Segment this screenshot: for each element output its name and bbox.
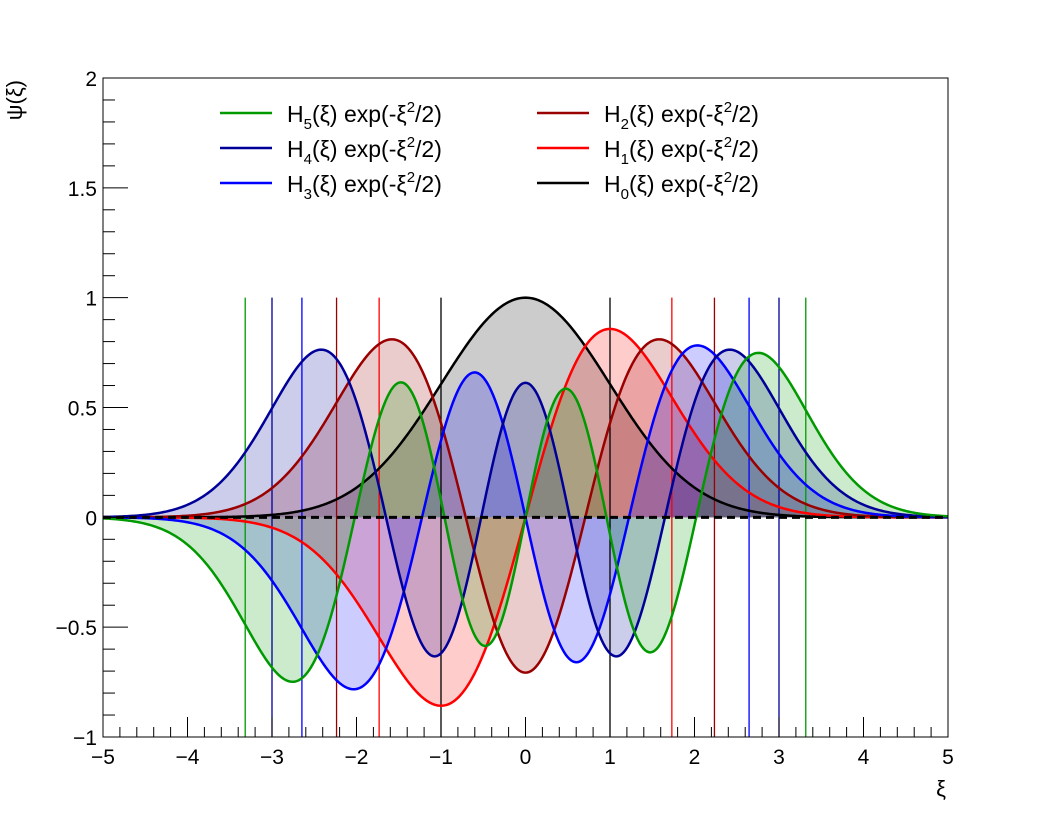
legend-label-label-end: /2): [415, 136, 442, 162]
x-tick-label: 1: [604, 746, 616, 769]
legend-label-label-sub: 3: [304, 186, 312, 203]
x-tick-label: 5: [942, 746, 954, 769]
x-tick-label: 2: [689, 746, 701, 769]
legend-label-label-sup: 2: [724, 99, 732, 116]
legend-entry-H2: H2(ξ) exp(-ξ2/2): [537, 99, 759, 133]
legend-label-label-rest: (ξ) exp(-ξ: [629, 101, 724, 127]
legend-label-label-sup: 2: [407, 169, 415, 186]
legend-label-label-rest: (ξ) exp(-ξ: [312, 101, 407, 127]
fill-H0: [103, 297, 948, 518]
legend-label-label-main: H: [287, 171, 304, 197]
legend-label: H5(ξ) exp(-ξ2/2): [287, 99, 442, 133]
legend-label-label-sup: 2: [724, 134, 732, 151]
legend-label-label-sub: 2: [621, 116, 629, 133]
x-tick-label: −3: [260, 746, 284, 769]
legend-label-label-end: /2): [732, 101, 759, 127]
legend-label-label-main: H: [604, 101, 621, 127]
x-tick-label: −1: [429, 746, 453, 769]
y-tick-label: 0: [85, 507, 97, 530]
legend-label-label-rest: (ξ) exp(-ξ: [312, 136, 407, 162]
y-tick-label: −1: [73, 727, 97, 750]
x-tick-label: 0: [520, 746, 532, 769]
curve-fills: [103, 297, 948, 706]
legend-label-label-end: /2): [732, 136, 759, 162]
legend-label: H0(ξ) exp(-ξ2/2): [604, 169, 759, 203]
legend-label-label-end: /2): [732, 171, 759, 197]
curve-H2: [103, 338, 948, 674]
y-tick-label: 0.5: [68, 398, 97, 421]
legend-label-label-main: H: [604, 136, 621, 162]
legend-entry-H1: H1(ξ) exp(-ξ2/2): [537, 134, 759, 168]
legend-label-label-sub: 1: [621, 151, 629, 168]
legend-label-label-end: /2): [415, 101, 442, 127]
legend-label-label-main: H: [604, 171, 621, 197]
fill-H5: [103, 352, 948, 682]
legend-label-label-main: H: [287, 136, 304, 162]
legend-label-label-sup: 2: [407, 99, 415, 116]
legend-entry-H5: H5(ξ) exp(-ξ2/2): [220, 99, 442, 133]
x-tick-label: −5: [91, 746, 115, 769]
legend-label-label-sup: 2: [407, 134, 415, 151]
x-tick-label: −2: [345, 746, 369, 769]
x-tick-label: 4: [858, 746, 870, 769]
legend-label-label-rest: (ξ) exp(-ξ: [629, 136, 724, 162]
legend-label: H2(ξ) exp(-ξ2/2): [604, 99, 759, 133]
legend-label-label-sub: 4: [304, 151, 312, 168]
legend: H5(ξ) exp(-ξ2/2)H4(ξ) exp(-ξ2/2)H3(ξ) ex…: [220, 99, 759, 203]
legend-label: H1(ξ) exp(-ξ2/2): [604, 134, 759, 168]
x-axis-title: ξ: [936, 776, 946, 801]
legend-label: H4(ξ) exp(-ξ2/2): [287, 134, 442, 168]
y-axis-title: ψ(ξ): [2, 80, 27, 120]
legend-label-label-rest: (ξ) exp(-ξ: [629, 171, 724, 197]
legend-label-label-main: H: [287, 101, 304, 127]
legend-label-label-rest: (ξ) exp(-ξ: [312, 171, 407, 197]
legend-label-label-end: /2): [415, 171, 442, 197]
legend-entry-H3: H3(ξ) exp(-ξ2/2): [220, 169, 442, 203]
legend-label: H3(ξ) exp(-ξ2/2): [287, 169, 442, 203]
legend-label-label-sup: 2: [724, 169, 732, 186]
y-tick-label: 1: [85, 288, 97, 311]
curve-H4: [102, 348, 949, 658]
fill-H4: [103, 349, 948, 657]
x-tick-label: −4: [176, 746, 200, 769]
y-tick-label: −0.5: [56, 617, 97, 640]
y-tick-label: 2: [85, 68, 97, 91]
legend-label-label-sub: 0: [621, 186, 629, 203]
axes: −5 −4 −3 −2 −1 0 1 2 3 4 5 −1 −0.5 0 0.5 1 1.5 2: [56, 68, 954, 769]
y-tick-label: 1.5: [68, 178, 97, 201]
legend-entry-H4: H4(ξ) exp(-ξ2/2): [220, 134, 442, 168]
x-tick-label: 3: [773, 746, 785, 769]
legend-entry-H0: H0(ξ) exp(-ξ2/2): [537, 169, 759, 203]
legend-label-label-sub: 5: [304, 116, 312, 133]
